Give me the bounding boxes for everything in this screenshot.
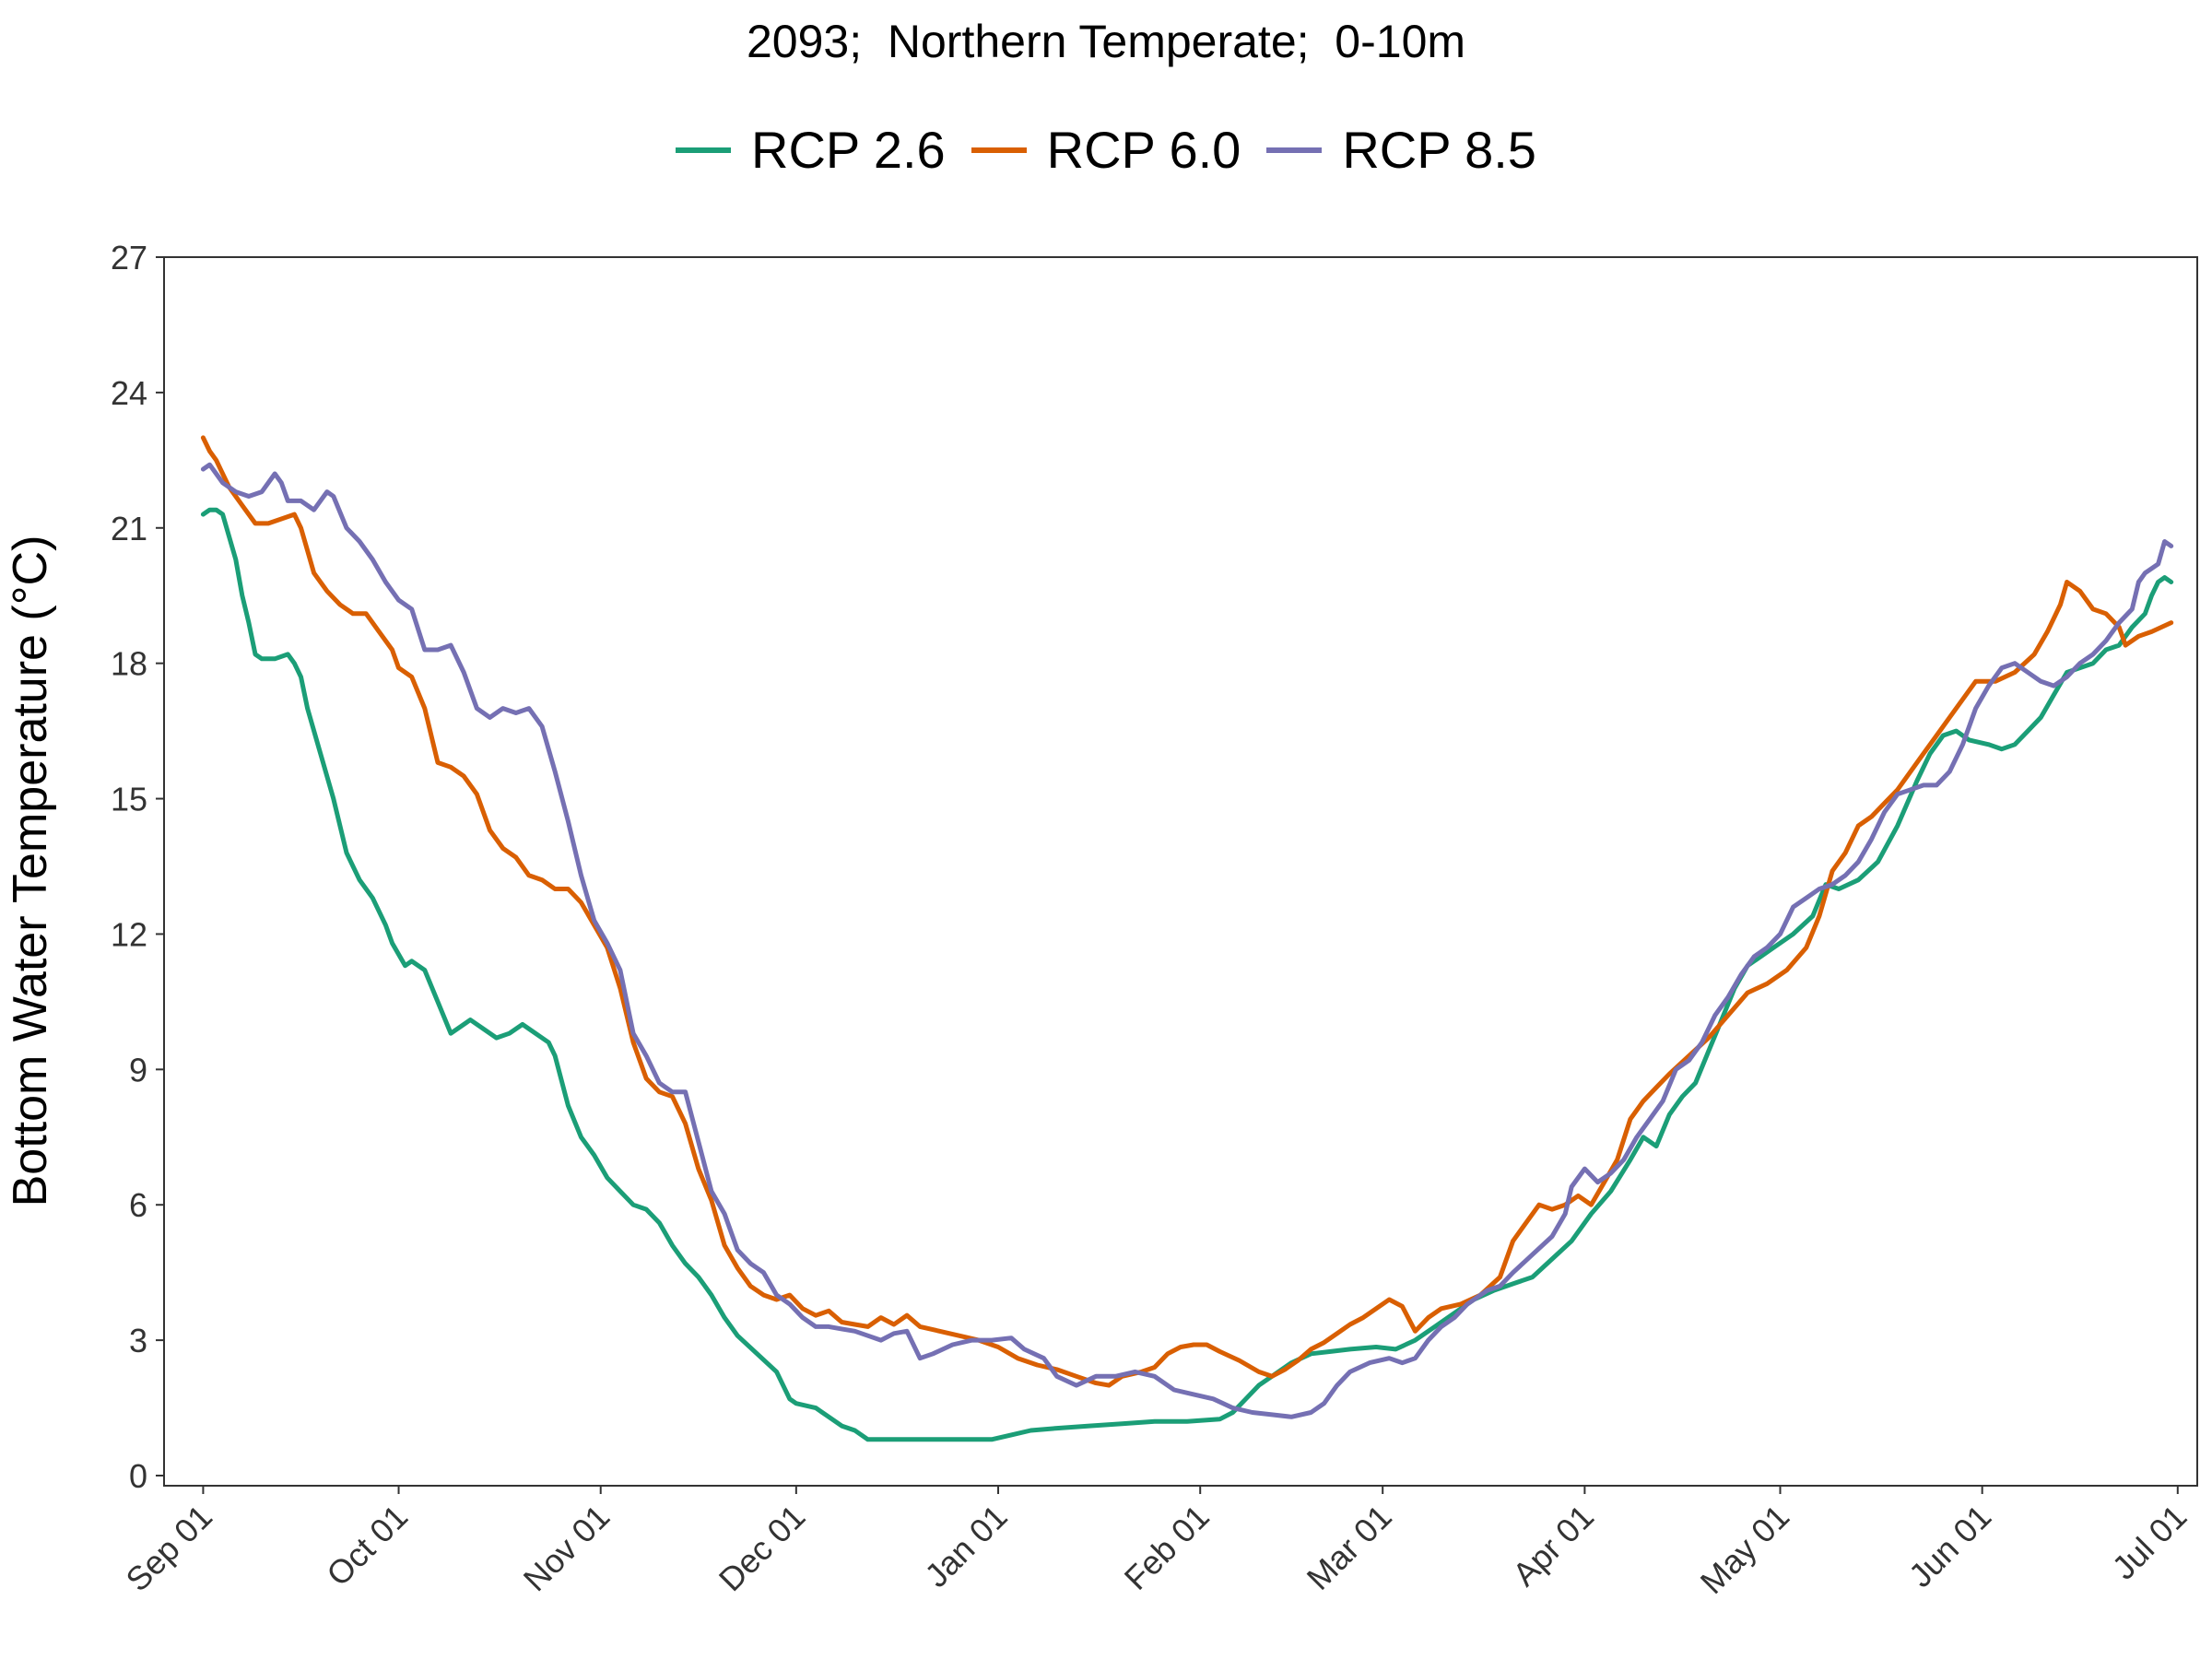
x-axis: Sep 01 Oct 01 Nov 01 Dec 01 Jan 01 Feb 01 Mar … [118, 1486, 2194, 1601]
series-line-rcp-6-0 [200, 435, 2174, 1388]
legend-label-rcp60: RCP 6.0 [1046, 121, 1241, 179]
x-tick-label: Oct 01 [319, 1498, 415, 1594]
x-tick-label: Jul 01 [2105, 1498, 2194, 1587]
x-tick-label: Mar 01 [1300, 1498, 1399, 1597]
y-tick-label: 21 [111, 510, 147, 547]
x-tick-label: Nov 01 [516, 1498, 618, 1599]
legend-item-rcp85: RCP 8.5 [1266, 120, 1536, 180]
y-tick-label: 24 [111, 374, 147, 412]
x-tick-label: Sep 01 [118, 1498, 219, 1599]
y-axis: 0 3 6 9 12 15 18 21 24 27 [111, 239, 164, 1495]
legend: RCP 2.6 RCP 6.0 RCP 8.5 [0, 120, 2212, 180]
legend-swatch-rcp85 [1266, 147, 1323, 153]
legend-label-rcp26: RCP 2.6 [751, 121, 946, 179]
y-tick-label: 0 [129, 1457, 147, 1495]
x-tick-label: Jan 01 [917, 1498, 1014, 1594]
y-axis-title: Bottom Water Temperature (°C) [4, 535, 57, 1207]
series-line-rcp-8-5 [200, 462, 2174, 1419]
chart-title: 2093; Northern Temperate; 0-10m [746, 16, 1466, 67]
y-tick-label: 9 [129, 1051, 147, 1088]
legend-item-rcp60: RCP 6.0 [971, 120, 1241, 180]
x-tick-label: Dec 01 [712, 1498, 813, 1599]
series-layer [200, 435, 2174, 1442]
y-tick-label: 18 [111, 645, 147, 683]
x-tick-label: Apr 01 [1505, 1498, 1601, 1594]
x-tick-label: Jun 01 [1901, 1498, 1998, 1594]
series-line-rcp-2-6 [200, 507, 2174, 1442]
y-tick-label: 15 [111, 781, 147, 818]
legend-label-rcp85: RCP 8.5 [1342, 121, 1536, 179]
legend-item-rcp26: RCP 2.6 [676, 120, 946, 180]
y-tick-label: 12 [111, 915, 147, 953]
y-tick-label: 6 [129, 1186, 147, 1224]
x-tick-label: Feb 01 [1117, 1498, 1217, 1597]
plot-panel [163, 256, 2198, 1487]
y-tick-label: 27 [111, 239, 147, 276]
y-tick-label: 3 [129, 1322, 147, 1359]
legend-swatch-rcp60 [971, 147, 1027, 153]
x-tick-label: May 01 [1693, 1498, 1796, 1601]
legend-swatch-rcp26 [676, 147, 732, 153]
